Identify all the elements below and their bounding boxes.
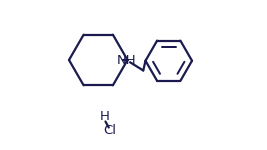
Text: NH: NH	[117, 54, 136, 66]
Text: H: H	[99, 111, 109, 123]
Text: Cl: Cl	[104, 124, 117, 137]
